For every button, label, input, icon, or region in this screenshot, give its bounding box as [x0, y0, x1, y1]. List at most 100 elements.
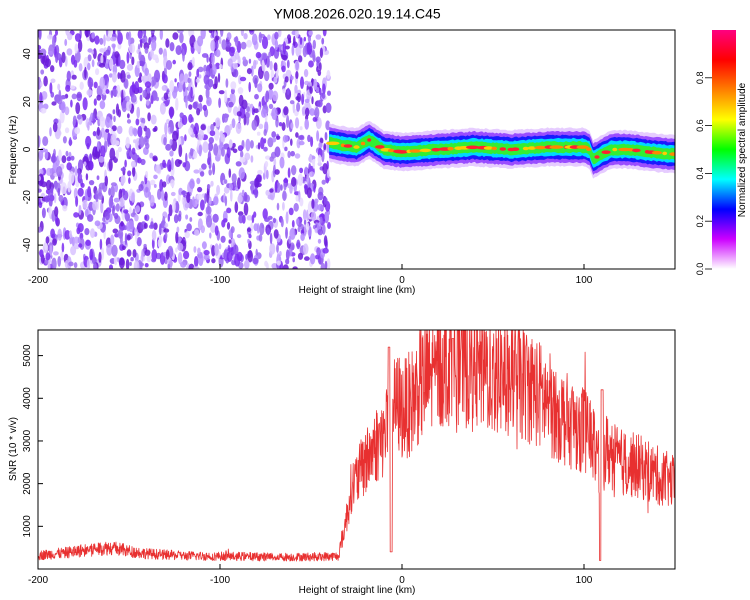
noise-speck — [151, 39, 157, 51]
noise-speck — [86, 258, 91, 269]
noise-speck — [99, 37, 104, 45]
noise-speck — [229, 123, 233, 131]
noise-speck — [73, 262, 78, 269]
noise-speck — [97, 192, 103, 200]
noise-speck — [199, 171, 205, 177]
noise-speck — [133, 139, 137, 144]
colorbar-tick-label: 0.8 — [695, 72, 705, 85]
ridge-peak-spot — [375, 145, 385, 149]
noise-speck — [172, 59, 176, 65]
noise-speck — [117, 109, 121, 118]
noise-speck — [297, 135, 304, 140]
noise-speck — [178, 144, 183, 157]
noise-speck — [113, 197, 120, 203]
noise-speck — [175, 45, 182, 56]
noise-speck — [294, 84, 298, 94]
noise-speck — [303, 219, 307, 226]
noise-speck — [87, 121, 90, 131]
noise-speck — [185, 95, 188, 109]
noise-speck — [184, 231, 190, 239]
noise-speck — [53, 193, 57, 204]
noise-speck — [87, 77, 94, 89]
noise-speck — [268, 51, 272, 58]
noise-speck — [296, 92, 302, 103]
noise-speck — [71, 74, 77, 80]
noise-speck — [85, 173, 89, 181]
spectrogram-y-axis-label: Frequency (Hz) — [8, 116, 19, 185]
noise-speck — [302, 243, 309, 255]
noise-speck — [231, 173, 237, 184]
noise-speck — [207, 142, 214, 152]
noise-speck — [289, 100, 295, 105]
noise-speck — [286, 89, 290, 96]
ridge-peak-spot — [360, 141, 366, 146]
noise-speck — [272, 164, 276, 178]
noise-speck — [295, 71, 299, 79]
noise-speck — [306, 172, 310, 184]
noise-speck — [189, 217, 193, 222]
noise-speck — [58, 149, 62, 162]
noise-speck — [237, 145, 244, 152]
noise-speck — [169, 107, 173, 120]
noise-speck — [322, 247, 329, 254]
noise-speck — [110, 90, 114, 99]
noise-speck — [269, 243, 276, 255]
noise-speck — [184, 202, 190, 209]
noise-speck — [208, 137, 214, 144]
noise-speck — [311, 96, 314, 105]
noise-speck — [232, 244, 239, 255]
noise-speck — [210, 222, 216, 233]
noise-speck — [128, 177, 131, 185]
noise-speck — [136, 237, 142, 247]
noise-speck — [197, 66, 204, 73]
noise-speck — [193, 126, 197, 135]
noise-speck — [323, 197, 328, 205]
noise-speck — [144, 81, 152, 88]
noise-speck — [243, 33, 248, 40]
noise-speck — [228, 101, 234, 108]
noise-speck — [104, 175, 109, 187]
ridge-peak-spot — [387, 148, 395, 153]
noise-speck — [286, 115, 290, 128]
noise-speck — [55, 214, 59, 226]
noise-speck — [212, 162, 216, 175]
noise-speck — [198, 144, 202, 157]
noise-speck — [320, 262, 326, 269]
noise-speck — [273, 76, 278, 84]
noise-speck — [126, 113, 130, 119]
noise-speck — [202, 141, 209, 153]
noise-speck — [99, 48, 105, 53]
noise-speck — [75, 102, 81, 115]
noise-speck — [224, 195, 228, 207]
noise-speck — [309, 86, 313, 94]
spectrogram-x-tick-label: 0 — [399, 275, 405, 286]
noise-speck — [178, 159, 183, 165]
colorbar-ticks: 0.0 0.2 0.4 0.6 0.8 — [695, 72, 712, 275]
noise-speck — [128, 220, 135, 233]
spectrogram-x-axis-label: Height of straight line (km) — [299, 285, 416, 296]
noise-speck — [99, 238, 103, 250]
noise-speck — [228, 139, 233, 149]
noise-speck — [299, 197, 304, 207]
noise-speck — [100, 145, 106, 159]
noise-speck — [288, 207, 294, 216]
noise-speck — [249, 103, 254, 109]
noise-speck — [235, 122, 242, 134]
noise-speck — [116, 125, 123, 135]
noise-speck — [76, 114, 82, 120]
noise-speck — [118, 257, 125, 269]
noise-speck — [64, 38, 68, 47]
noise-speck — [290, 75, 294, 80]
noise-speck — [70, 85, 76, 90]
noise-speck — [137, 30, 143, 39]
noise-speck — [242, 189, 245, 195]
noise-speck — [129, 206, 132, 215]
noise-speck — [90, 228, 95, 239]
noise-speck — [217, 72, 221, 83]
noise-speck — [53, 251, 59, 256]
noise-speck — [121, 100, 128, 113]
noise-speck — [105, 49, 111, 56]
noise-speck — [226, 32, 232, 40]
noise-speck — [233, 180, 237, 187]
